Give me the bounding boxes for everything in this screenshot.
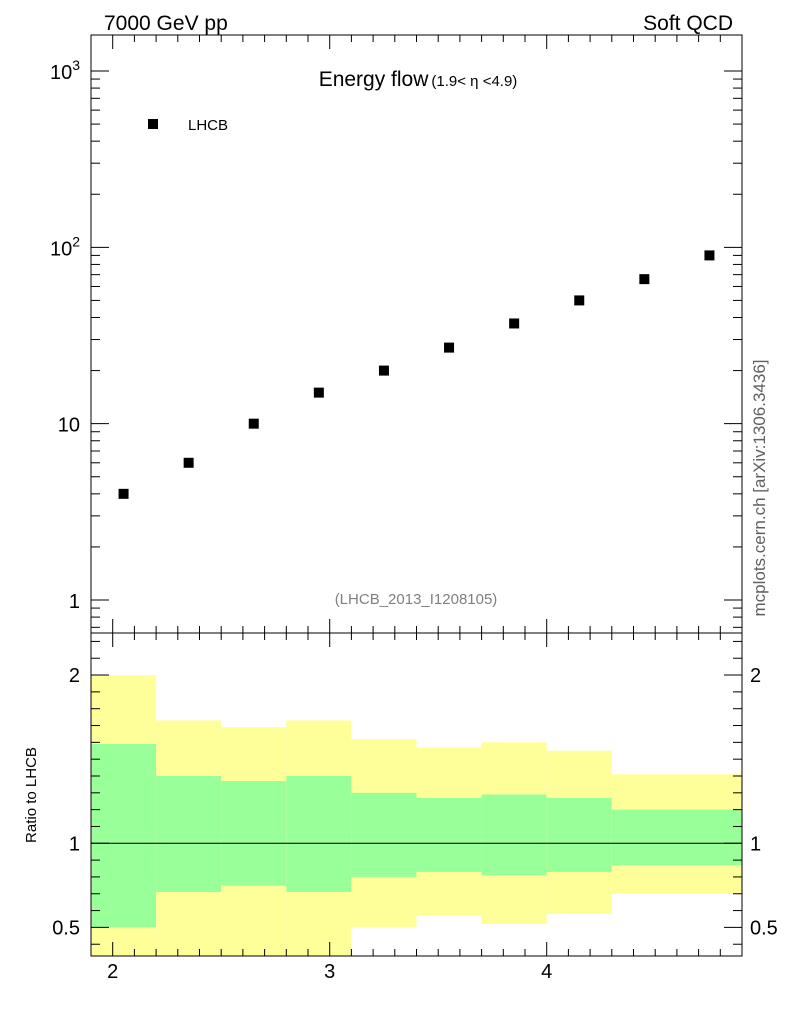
ratio-y-tick-label: 1 <box>69 833 80 855</box>
inner-band-bin-3 <box>286 775 352 893</box>
main-y-tick-label: 10 <box>58 415 80 437</box>
inner-band-bin-7 <box>546 797 612 872</box>
x-tick-label: 2 <box>107 961 118 983</box>
plot-title: Energy flow (1.9< η <4.9) <box>319 68 518 91</box>
source-side-label: mcplots.cern.ch [arXiv:1306.3436] <box>750 359 769 616</box>
process-label: Soft QCD <box>643 12 733 35</box>
data-point-7 <box>574 295 585 306</box>
data-point-2 <box>248 418 259 429</box>
main-y-tick-label: 102 <box>50 233 80 260</box>
ratio-uncertainty-bands <box>91 675 742 956</box>
ratio-y-tick-label-right: 2 <box>750 665 761 687</box>
ratio-y-tick-label: 2 <box>69 665 80 687</box>
data-point-4 <box>378 365 389 376</box>
x-tick-label: 4 <box>541 961 552 983</box>
inner-band-bin-0 <box>91 744 157 928</box>
data-point-9 <box>704 250 715 261</box>
ratio-y-tick-label-right: 0.5 <box>750 917 778 939</box>
ratio-y-axis-label: Ratio to LHCB <box>23 747 40 843</box>
main-axis-ticks <box>90 35 743 633</box>
main-y-tick-label: 1 <box>69 591 80 613</box>
tick-label-base: 1 <box>69 591 80 613</box>
lhcb-data-points <box>118 250 715 499</box>
inner-band-bin-2 <box>221 781 287 886</box>
data-point-8 <box>639 274 650 285</box>
tick-label-exponent: 3 <box>72 57 80 73</box>
data-point-5 <box>444 342 455 353</box>
tick-label-base: 10 <box>50 238 72 260</box>
tick-label-base: 10 <box>58 415 80 437</box>
inner-band-bin-4 <box>351 792 417 877</box>
main-y-tick-label: 103 <box>50 57 80 84</box>
x-tick-label: 3 <box>324 961 335 983</box>
analysis-label: (LHCB_2013_I1208105) <box>335 591 498 608</box>
ratio-y-tick-labels: 0.5 0.5 1 1 2 2 <box>52 665 778 939</box>
beam-energy-label: 7000 GeV pp <box>104 12 228 35</box>
legend-marker-lhcb <box>148 119 158 129</box>
ratio-y-tick-label-right: 1 <box>750 833 761 855</box>
data-point-0 <box>118 488 129 499</box>
data-point-6 <box>509 318 520 329</box>
inner-band-bin-6 <box>481 794 547 876</box>
inner-band-bin-5 <box>416 797 482 872</box>
inner-band-bin-1 <box>156 775 222 893</box>
tick-label-base: 10 <box>50 62 72 84</box>
ratio-axis-ticks <box>90 633 743 956</box>
plot-title-sub: (1.9< η <4.9) <box>431 73 517 90</box>
data-point-1 <box>183 457 194 468</box>
tick-label-exponent: 2 <box>72 233 80 249</box>
x-tick-labels: 2 3 4 <box>107 961 552 983</box>
data-point-3 <box>313 387 324 398</box>
legend-label-lhcb: LHCB <box>188 117 228 134</box>
inner-band-bin-8 <box>611 809 742 866</box>
ratio-y-tick-label: 0.5 <box>52 917 80 939</box>
plot-title-main: Energy flow <box>319 68 430 91</box>
